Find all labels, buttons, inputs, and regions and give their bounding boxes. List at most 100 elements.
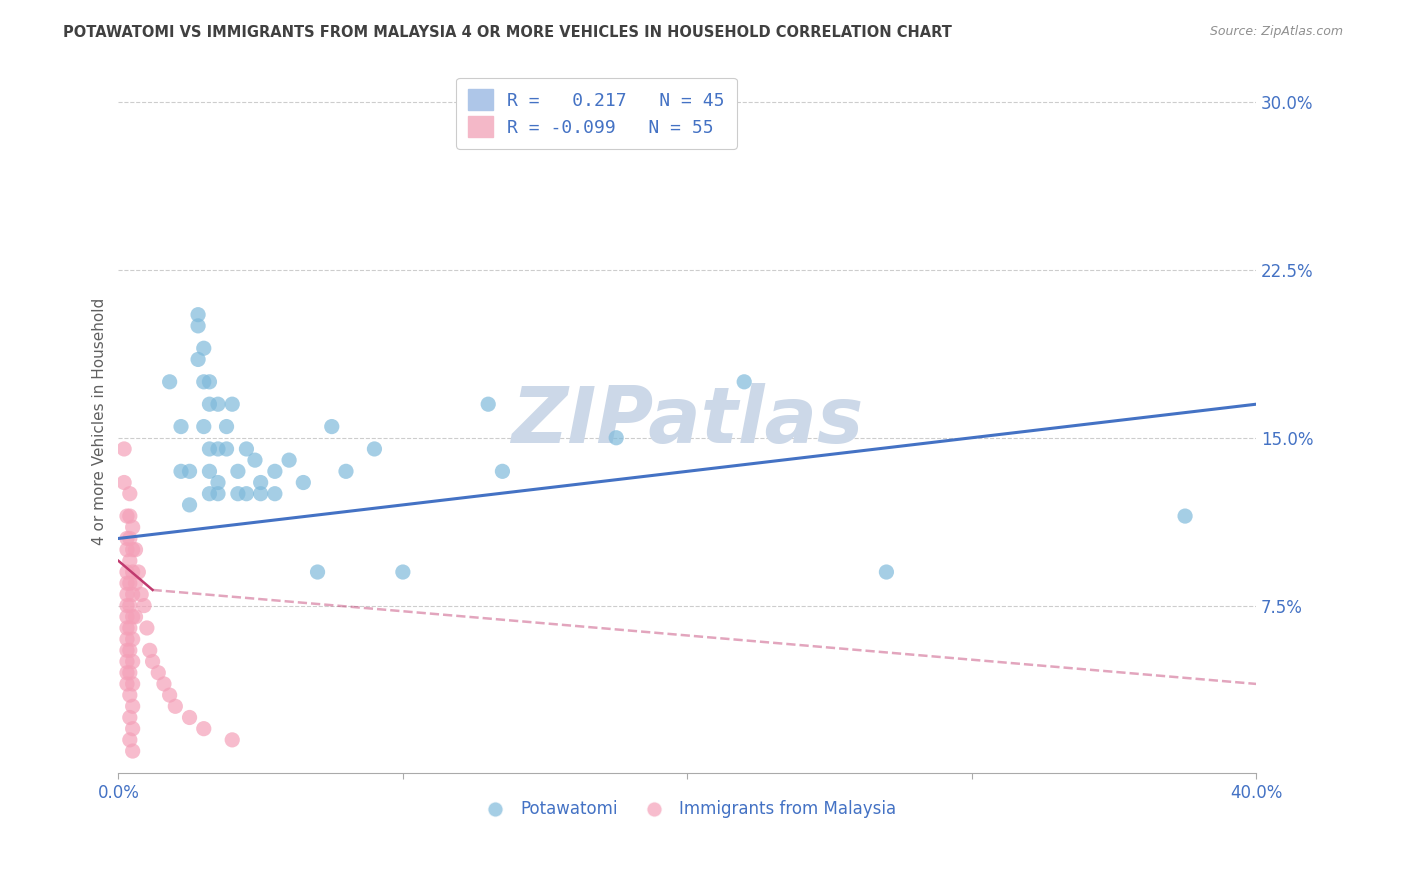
Point bbox=[249, 486, 271, 500]
Point bbox=[118, 688, 141, 702]
Point bbox=[605, 431, 627, 445]
Point bbox=[221, 732, 243, 747]
Point bbox=[321, 419, 343, 434]
Point bbox=[132, 599, 155, 613]
Point bbox=[193, 722, 215, 736]
Point bbox=[121, 677, 143, 691]
Point bbox=[198, 464, 221, 478]
Point bbox=[477, 397, 499, 411]
Point bbox=[124, 542, 146, 557]
Point bbox=[159, 688, 181, 702]
Point bbox=[118, 665, 141, 680]
Point bbox=[198, 486, 221, 500]
Point bbox=[249, 475, 271, 490]
Point bbox=[121, 565, 143, 579]
Point bbox=[121, 722, 143, 736]
Point bbox=[207, 442, 229, 456]
Point bbox=[264, 486, 287, 500]
Point bbox=[121, 520, 143, 534]
Point bbox=[193, 419, 215, 434]
Point bbox=[115, 655, 138, 669]
Point bbox=[115, 609, 138, 624]
Point bbox=[115, 509, 138, 524]
Point bbox=[235, 442, 257, 456]
Text: Source: ZipAtlas.com: Source: ZipAtlas.com bbox=[1209, 25, 1343, 38]
Point bbox=[392, 565, 415, 579]
Point bbox=[115, 677, 138, 691]
Point bbox=[363, 442, 385, 456]
Point bbox=[165, 699, 187, 714]
Point bbox=[733, 375, 755, 389]
Point bbox=[121, 699, 143, 714]
Text: ZIPatlas: ZIPatlas bbox=[512, 383, 863, 459]
Point bbox=[118, 576, 141, 591]
Point bbox=[153, 677, 176, 691]
Point bbox=[207, 486, 229, 500]
Point bbox=[112, 442, 135, 456]
Point bbox=[118, 599, 141, 613]
Point bbox=[115, 599, 138, 613]
Point bbox=[307, 565, 329, 579]
Point bbox=[115, 542, 138, 557]
Point bbox=[121, 744, 143, 758]
Point bbox=[235, 486, 257, 500]
Point bbox=[135, 621, 157, 635]
Point bbox=[118, 710, 141, 724]
Point bbox=[124, 609, 146, 624]
Point bbox=[226, 486, 249, 500]
Point bbox=[335, 464, 357, 478]
Point bbox=[264, 464, 287, 478]
Point bbox=[115, 621, 138, 635]
Point bbox=[187, 308, 209, 322]
Point bbox=[115, 587, 138, 601]
Point bbox=[121, 632, 143, 647]
Point bbox=[118, 732, 141, 747]
Point bbox=[124, 576, 146, 591]
Point bbox=[118, 621, 141, 635]
Point bbox=[292, 475, 315, 490]
Point bbox=[118, 532, 141, 546]
Point bbox=[115, 532, 138, 546]
Point bbox=[193, 341, 215, 355]
Text: POTAWATOMI VS IMMIGRANTS FROM MALAYSIA 4 OR MORE VEHICLES IN HOUSEHOLD CORRELATI: POTAWATOMI VS IMMIGRANTS FROM MALAYSIA 4… bbox=[63, 25, 952, 40]
Point bbox=[138, 643, 160, 657]
Point bbox=[118, 486, 141, 500]
Point bbox=[118, 509, 141, 524]
Point bbox=[187, 318, 209, 333]
Point bbox=[118, 643, 141, 657]
Point bbox=[129, 587, 152, 601]
Y-axis label: 4 or more Vehicles in Household: 4 or more Vehicles in Household bbox=[93, 297, 107, 545]
Point bbox=[115, 643, 138, 657]
Point bbox=[215, 442, 238, 456]
Point bbox=[187, 352, 209, 367]
Point bbox=[118, 554, 141, 568]
Point bbox=[179, 464, 201, 478]
Point bbox=[207, 475, 229, 490]
Point bbox=[148, 665, 170, 680]
Point bbox=[112, 475, 135, 490]
Point bbox=[121, 609, 143, 624]
Point bbox=[1174, 509, 1197, 524]
Point bbox=[121, 587, 143, 601]
Point bbox=[198, 442, 221, 456]
Point bbox=[207, 397, 229, 411]
Point bbox=[875, 565, 897, 579]
Point bbox=[278, 453, 301, 467]
Point bbox=[491, 464, 513, 478]
Point bbox=[127, 565, 149, 579]
Point bbox=[170, 419, 193, 434]
Point bbox=[226, 464, 249, 478]
Point bbox=[115, 565, 138, 579]
Point bbox=[115, 576, 138, 591]
Point bbox=[215, 419, 238, 434]
Point bbox=[121, 655, 143, 669]
Point bbox=[198, 375, 221, 389]
Point bbox=[198, 397, 221, 411]
Point bbox=[193, 375, 215, 389]
Point bbox=[179, 498, 201, 512]
Legend: Potawatomi, Immigrants from Malaysia: Potawatomi, Immigrants from Malaysia bbox=[471, 794, 903, 825]
Point bbox=[142, 655, 165, 669]
Point bbox=[115, 632, 138, 647]
Point bbox=[243, 453, 266, 467]
Point bbox=[159, 375, 181, 389]
